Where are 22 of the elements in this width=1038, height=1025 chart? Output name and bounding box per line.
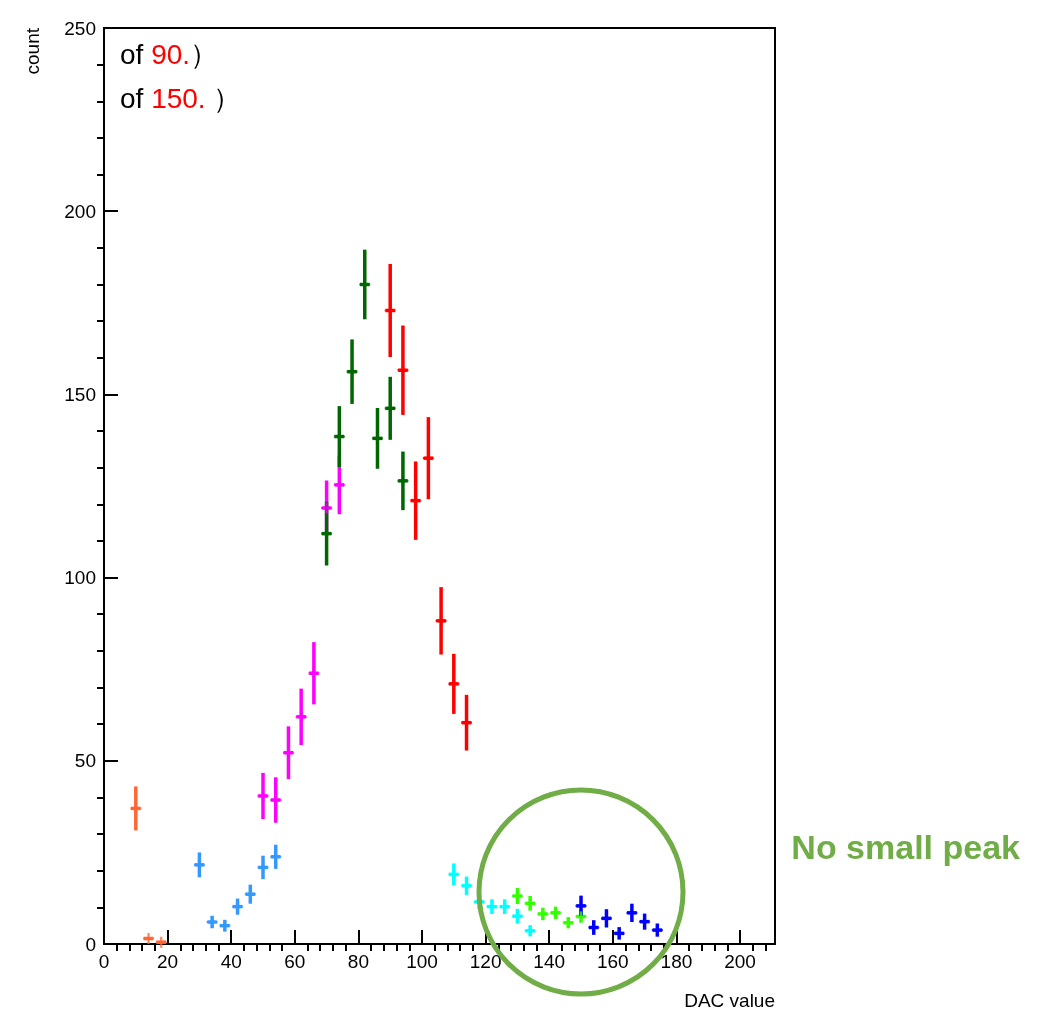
x-tick-label: 20 xyxy=(157,951,179,972)
text: No small peak xyxy=(791,828,1021,866)
x-tick-label: 0 xyxy=(98,951,110,972)
x-tick-label: 100 xyxy=(406,951,438,972)
x-tick-label: 200 xyxy=(724,951,756,972)
y-tick-label: 250 xyxy=(64,17,96,39)
x-tick-label: 180 xyxy=(660,951,693,972)
x-tick-label: 40 xyxy=(220,951,242,972)
x-tick-label: 160 xyxy=(596,951,629,972)
y-tick-label: 0 xyxy=(85,933,96,955)
annotation: of 90.） xyxy=(120,38,219,70)
x-tick-label: 120 xyxy=(469,951,502,972)
x-tick-label: 80 xyxy=(347,951,369,972)
y-tick-label: 100 xyxy=(64,567,96,589)
y-tick-label: 50 xyxy=(74,750,96,772)
y-tick-label: 150 xyxy=(64,383,96,405)
y-axis-title: count xyxy=(21,27,43,75)
x-tick-label: 60 xyxy=(284,951,306,972)
x-tick-label: 140 xyxy=(533,951,566,972)
x-axis-title: DAC value xyxy=(684,989,775,1011)
annotation: of 150. ） xyxy=(120,82,242,114)
y-tick-label: 200 xyxy=(64,200,96,222)
